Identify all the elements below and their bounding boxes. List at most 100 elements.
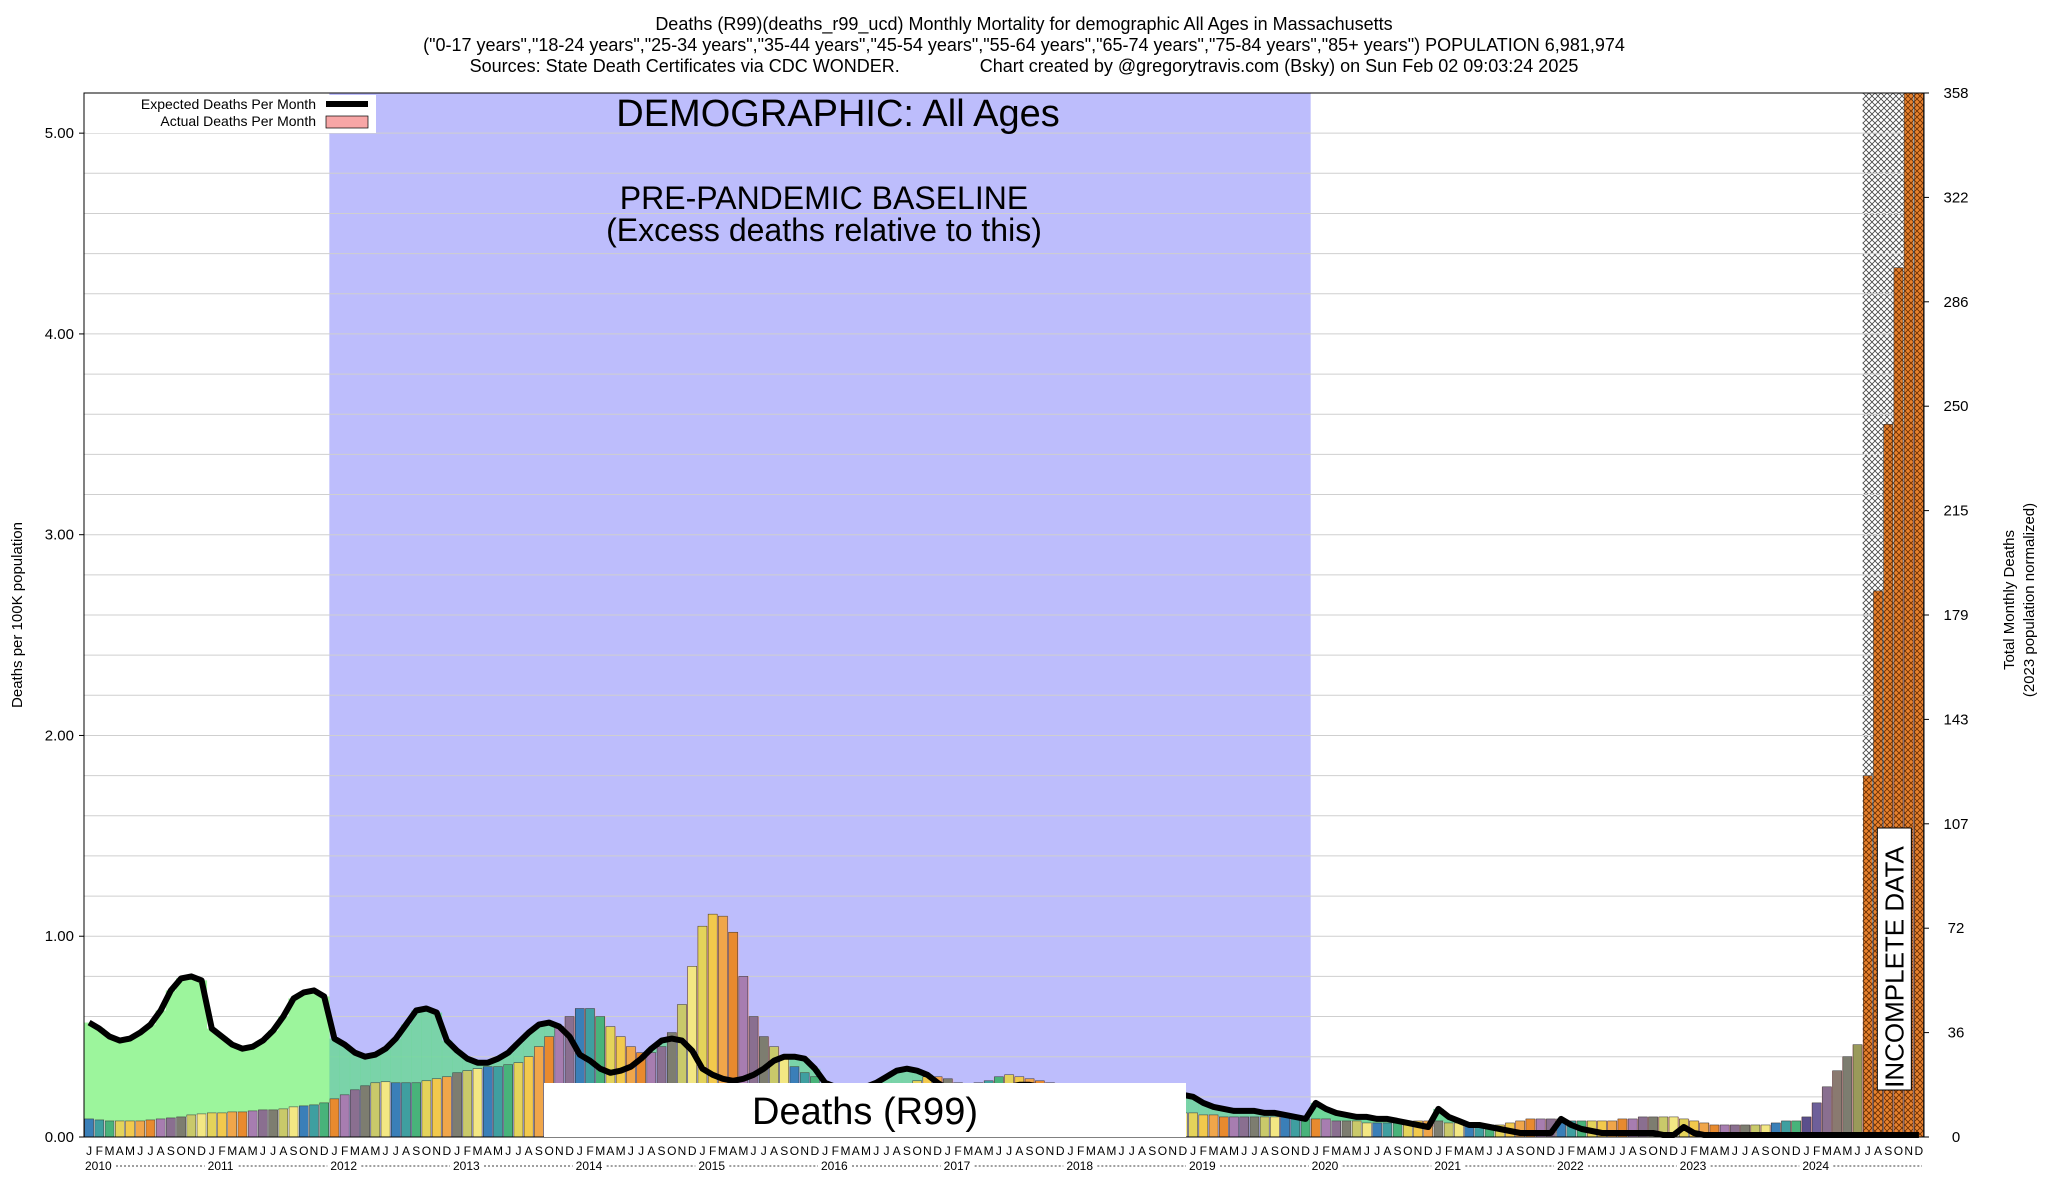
month-label: M [1822, 1144, 1832, 1158]
y2-tick-label: 322 [1943, 189, 1968, 206]
actual-deaths-bar [1372, 1122, 1382, 1138]
expected-gap-fill [421, 1008, 432, 1081]
month-label: N [1659, 1144, 1668, 1158]
actual-deaths-bar [207, 1112, 217, 1138]
actual-deaths-bar [370, 1082, 381, 1138]
month-label: A [1751, 1144, 1759, 1158]
y2-tick-label: 0 [1952, 1129, 1960, 1146]
expected-gap-fill [349, 1052, 361, 1090]
month-label: O [667, 1144, 676, 1158]
month-label: O [422, 1144, 431, 1158]
actual-deaths-bar [84, 1118, 94, 1138]
month-label: M [841, 1144, 851, 1158]
incomplete-bar [1914, 92, 1924, 1138]
expected-gap-fill [94, 1028, 105, 1120]
month-label: N [1782, 1144, 1791, 1158]
month-label: J [137, 1144, 143, 1158]
month-label: M [1331, 1144, 1341, 1158]
month-label: J [873, 1144, 879, 1158]
actual-deaths-bar [125, 1120, 135, 1138]
month-label: M [493, 1144, 503, 1158]
month-label: S [1394, 1144, 1402, 1158]
actual-deaths-bar [1392, 1122, 1403, 1138]
expected-gap-fill [360, 1056, 371, 1086]
y2-axis-label-sub: (2023 population normalized) [2021, 503, 2038, 697]
month-label: M [1842, 1144, 1852, 1158]
year-label: 2015 [698, 1159, 725, 1173]
month-label: J [1558, 1144, 1564, 1158]
actual-deaths-bar [247, 1110, 258, 1138]
month-label: A [1342, 1144, 1350, 1158]
month-label: N [555, 1144, 564, 1158]
month-label: J [761, 1144, 767, 1158]
month-label: M [1720, 1144, 1730, 1158]
y-tick-label: 1.00 [45, 928, 74, 945]
month-label: A [893, 1144, 901, 1158]
month-label: N [800, 1144, 809, 1158]
month-label: F [1568, 1144, 1575, 1158]
year-label: 2016 [821, 1159, 848, 1173]
expected-gap-fill [799, 1058, 811, 1073]
actual-deaths-bar [534, 1046, 544, 1138]
year-label: 2011 [208, 1159, 234, 1173]
actual-deaths-bar [462, 1070, 473, 1138]
expected-gap-fill [278, 1016, 289, 1109]
month-label: N [1414, 1144, 1423, 1158]
actual-deaths-bar [227, 1111, 237, 1138]
actual-deaths-bar [493, 1066, 503, 1138]
expected-gap-fill [1239, 1110, 1250, 1117]
month-label: A [1874, 1144, 1882, 1158]
actual-deaths-bar [196, 1113, 207, 1138]
expected-gap-fill [533, 1024, 545, 1047]
month-label: D [688, 1144, 697, 1158]
expected-gap-fill [503, 1052, 514, 1065]
month-label: J [699, 1144, 705, 1158]
month-label: M [738, 1144, 748, 1158]
month-label: D [443, 1144, 452, 1158]
expected-gap-fill [155, 1010, 167, 1119]
month-label: O [1771, 1144, 1780, 1158]
actual-deaths-bar [523, 1056, 534, 1138]
month-label: J [996, 1144, 1002, 1158]
month-label: M [616, 1144, 626, 1158]
expected-gap-fill [1310, 1102, 1322, 1119]
actual-deaths-bar [391, 1082, 401, 1138]
month-label: J [1732, 1144, 1738, 1158]
month-label: M [718, 1144, 728, 1158]
actual-deaths-bar [1842, 1056, 1853, 1138]
y-tick-label: 2.00 [45, 727, 74, 744]
actual-deaths-bar [258, 1109, 268, 1138]
month-label: J [945, 1144, 951, 1158]
month-label: S [903, 1144, 911, 1158]
year-label: 2018 [1066, 1159, 1093, 1173]
expected-gap-fill [257, 1040, 269, 1110]
year-label: 2013 [453, 1159, 480, 1173]
expected-gap-fill [145, 1024, 156, 1120]
actual-deaths-bar [350, 1089, 360, 1138]
month-label: O [1035, 1144, 1044, 1158]
y-tick-label: 0.00 [45, 1129, 74, 1146]
actual-deaths-bar [1239, 1116, 1249, 1138]
expected-gap-fill [1188, 1096, 1199, 1113]
expected-gap-fill [339, 1044, 351, 1095]
month-label: O [544, 1144, 553, 1158]
month-label: M [370, 1144, 380, 1158]
y2-tick-label: 179 [1943, 607, 1968, 624]
expected-gap-fill [1208, 1106, 1220, 1115]
expected-gap-fill [186, 976, 197, 1115]
actual-deaths-bar [309, 1104, 319, 1138]
month-label: D [320, 1144, 329, 1158]
actual-deaths-bar [1270, 1116, 1280, 1138]
month-label: A [1506, 1144, 1514, 1158]
month-label: J [147, 1144, 153, 1158]
year-label: 2012 [330, 1159, 357, 1173]
month-label: S [167, 1144, 175, 1158]
month-label: N [1291, 1144, 1300, 1158]
expected-gap-fill [1198, 1102, 1209, 1115]
expected-gap-fill [84, 1022, 95, 1119]
actual-deaths-bar [145, 1119, 156, 1138]
month-label: M [1454, 1144, 1464, 1158]
month-label: A [1097, 1144, 1105, 1158]
actual-deaths-bar [442, 1076, 452, 1138]
month-label: A [852, 1144, 860, 1158]
